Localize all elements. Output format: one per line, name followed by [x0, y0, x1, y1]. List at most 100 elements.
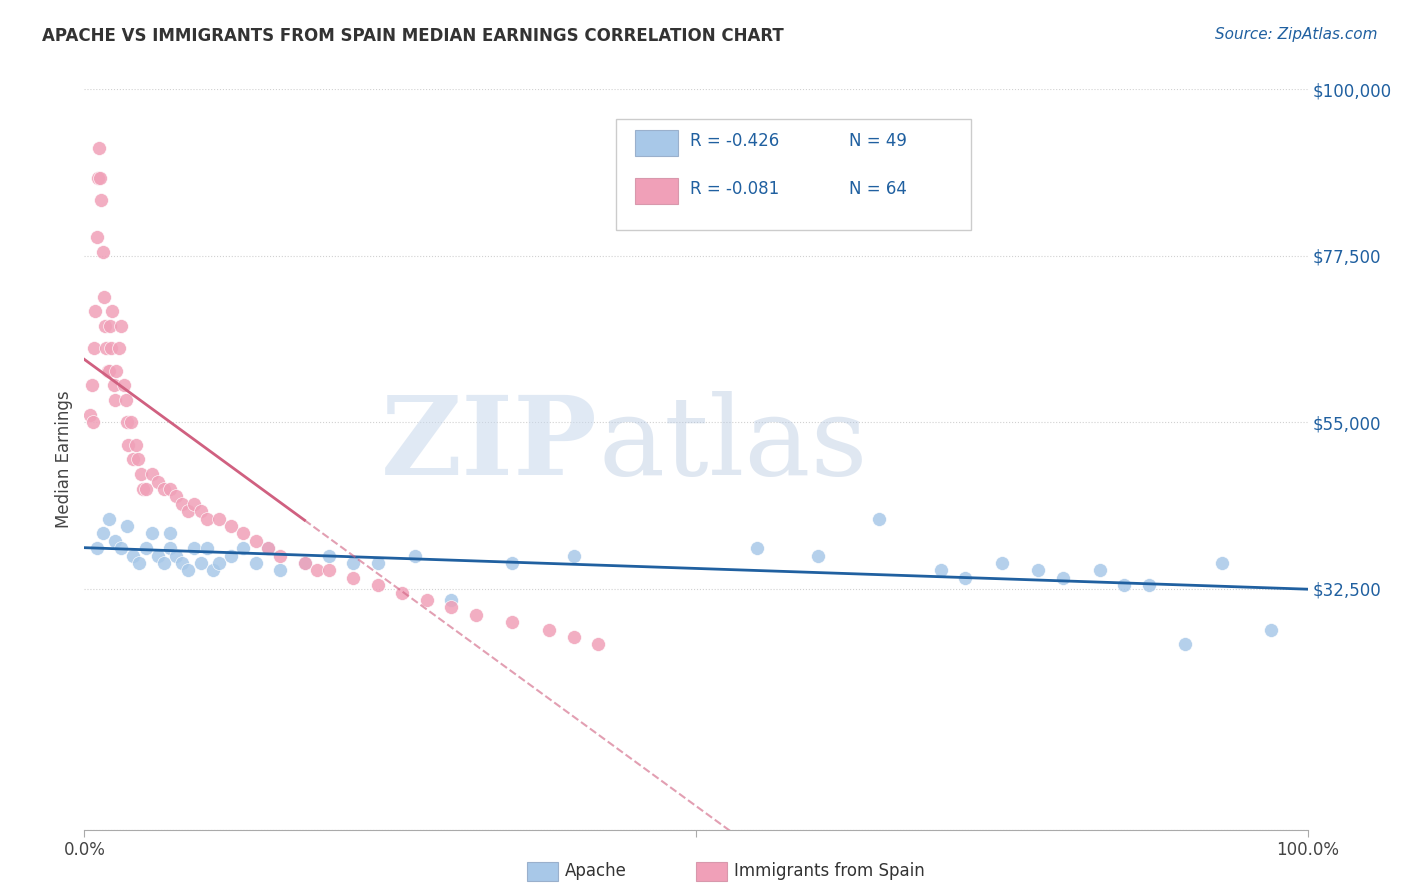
- Point: [146, 549, 169, 563]
- Point: [294, 556, 316, 570]
- Point: [586, 637, 609, 651]
- Point: [122, 452, 145, 467]
- Text: N = 64: N = 64: [849, 180, 907, 198]
- Point: [869, 511, 891, 525]
- Point: [208, 556, 231, 570]
- Point: [153, 482, 176, 496]
- Point: [464, 607, 486, 622]
- Point: [257, 541, 280, 556]
- Point: [89, 171, 111, 186]
- Point: [97, 511, 120, 525]
- Text: Immigrants from Spain: Immigrants from Spain: [734, 863, 925, 880]
- Point: [190, 504, 212, 518]
- Point: [342, 556, 364, 570]
- Point: [141, 526, 163, 541]
- Point: [79, 408, 101, 422]
- Point: [80, 378, 103, 392]
- Point: [96, 341, 118, 355]
- Point: [747, 541, 769, 556]
- Point: [97, 363, 120, 377]
- Point: [97, 363, 120, 377]
- Point: [1052, 571, 1074, 585]
- Point: [177, 504, 200, 518]
- Point: [318, 549, 340, 563]
- Point: [1114, 578, 1136, 592]
- Point: [87, 141, 110, 155]
- Point: [502, 556, 524, 570]
- Point: [94, 319, 117, 334]
- Point: [87, 171, 110, 186]
- Point: [404, 549, 426, 563]
- Point: [98, 319, 121, 334]
- Point: [128, 556, 150, 570]
- Point: [177, 564, 200, 578]
- Point: [110, 319, 132, 334]
- Point: [208, 511, 231, 525]
- Point: [245, 556, 267, 570]
- Point: [115, 415, 138, 429]
- Text: N = 49: N = 49: [849, 132, 907, 150]
- Point: [120, 415, 142, 429]
- Point: [159, 482, 181, 496]
- Point: [172, 556, 194, 570]
- Point: [391, 585, 413, 599]
- Point: [165, 549, 187, 563]
- Point: [257, 541, 280, 556]
- Point: [219, 519, 242, 533]
- Point: [183, 497, 205, 511]
- Point: [146, 475, 169, 489]
- Point: [83, 341, 105, 355]
- Point: [117, 437, 139, 451]
- Point: [219, 549, 242, 563]
- Point: [103, 378, 125, 392]
- Point: [165, 489, 187, 503]
- Point: [342, 571, 364, 585]
- Point: [153, 556, 176, 570]
- Point: [416, 593, 439, 607]
- Point: [1088, 564, 1111, 578]
- Point: [135, 541, 157, 556]
- Point: [100, 341, 122, 355]
- Text: R = -0.426: R = -0.426: [690, 132, 779, 150]
- Point: [195, 541, 218, 556]
- Point: [269, 564, 291, 578]
- Bar: [636, 178, 678, 204]
- Point: [141, 467, 163, 482]
- Point: [367, 556, 389, 570]
- Point: [84, 304, 107, 318]
- Point: [190, 556, 212, 570]
- Point: [305, 564, 328, 578]
- Point: [562, 549, 585, 563]
- Point: [129, 467, 152, 482]
- Text: Source: ZipAtlas.com: Source: ZipAtlas.com: [1215, 27, 1378, 42]
- Point: [245, 533, 267, 548]
- Text: R = -0.081: R = -0.081: [690, 180, 779, 198]
- Point: [440, 593, 463, 607]
- Point: [159, 526, 181, 541]
- Point: [125, 437, 148, 451]
- Point: [1137, 578, 1160, 592]
- Point: [115, 519, 138, 533]
- Point: [107, 341, 129, 355]
- Text: atlas: atlas: [598, 391, 868, 498]
- Point: [269, 549, 291, 563]
- Point: [538, 623, 561, 637]
- Point: [112, 378, 135, 392]
- Point: [93, 289, 115, 303]
- Point: [195, 511, 218, 525]
- Point: [104, 393, 127, 408]
- Point: [1260, 623, 1282, 637]
- Point: [104, 533, 127, 548]
- Point: [807, 549, 830, 563]
- Point: [183, 541, 205, 556]
- Point: [105, 363, 128, 377]
- Point: [122, 549, 145, 563]
- Point: [1028, 564, 1050, 578]
- Point: [367, 578, 389, 592]
- Point: [1211, 556, 1233, 570]
- Point: [127, 452, 149, 467]
- Point: [201, 564, 224, 578]
- FancyBboxPatch shape: [616, 119, 972, 230]
- Point: [953, 571, 976, 585]
- Point: [562, 630, 585, 644]
